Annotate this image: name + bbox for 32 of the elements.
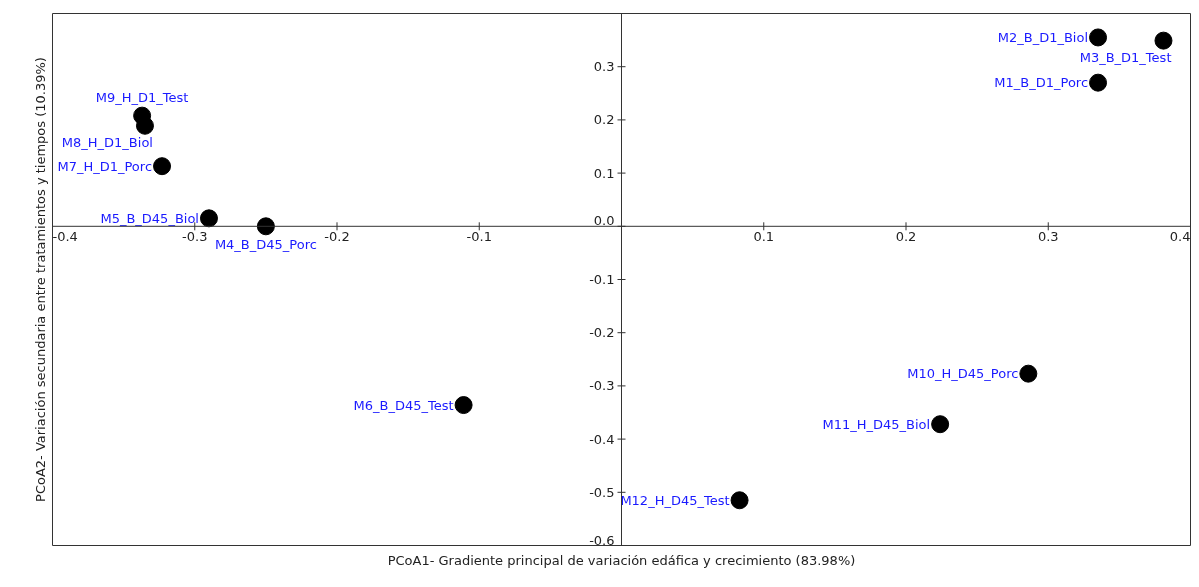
annotation: M2_B_D1_Biol bbox=[997, 29, 1089, 45]
y-tick-label: 0.2 bbox=[593, 112, 615, 128]
annotation: M3_B_D1_Test bbox=[1079, 50, 1172, 66]
annotation: M11_H_D45_Biol bbox=[822, 416, 931, 432]
x-tick-label: 0.3 bbox=[1037, 229, 1059, 245]
y-tick-label: -0.1 bbox=[589, 272, 615, 287]
y-tick-label: -0.3 bbox=[589, 378, 615, 394]
annotation: M1_B_D1_Porc bbox=[994, 75, 1089, 91]
x-axis-title: PCoA1- Gradiente principal de variación edáfica y crecimiento (83.98%) bbox=[387, 552, 856, 568]
x-tick-label: 0.1 bbox=[753, 229, 775, 245]
x-tick-label: -0.4 bbox=[52, 229, 78, 245]
annotation: M5_B_D45_Biol bbox=[100, 210, 199, 226]
y-tick-label: -0.5 bbox=[589, 484, 615, 500]
annotation: M6_B_D45_Test bbox=[353, 397, 454, 413]
y-tick-label: 0.1 bbox=[593, 165, 615, 181]
y-axis-title: PCoA2- Variación secundaria entre tratamientos y tiempos (10.39%) bbox=[32, 57, 48, 502]
annotation: M9_H_D1_Test bbox=[95, 90, 189, 106]
annotation: M12_H_D45_Test bbox=[620, 492, 730, 508]
y-tick-label: -0.2 bbox=[589, 325, 615, 341]
annotation: M8_H_D1_Biol bbox=[61, 135, 153, 151]
x-tick-label: 0.2 bbox=[895, 229, 917, 245]
y-tick-label: 0.3 bbox=[593, 59, 615, 75]
x-tick-label: -0.3 bbox=[182, 229, 208, 245]
annotation: M7_H_D1_Porc bbox=[57, 158, 153, 174]
y-tick-label: -0.6 bbox=[589, 532, 615, 548]
y-tick-label: 0.0 bbox=[593, 213, 615, 229]
x-tick-label: 0.4 bbox=[1169, 229, 1191, 245]
y-tick-label: -0.4 bbox=[589, 431, 615, 447]
x-tick-label: -0.2 bbox=[324, 229, 350, 245]
annotation: M10_H_D45_Porc bbox=[907, 366, 1019, 382]
annotation: M4_B_D45_Porc bbox=[214, 236, 317, 252]
x-tick-label: -0.1 bbox=[466, 229, 492, 245]
